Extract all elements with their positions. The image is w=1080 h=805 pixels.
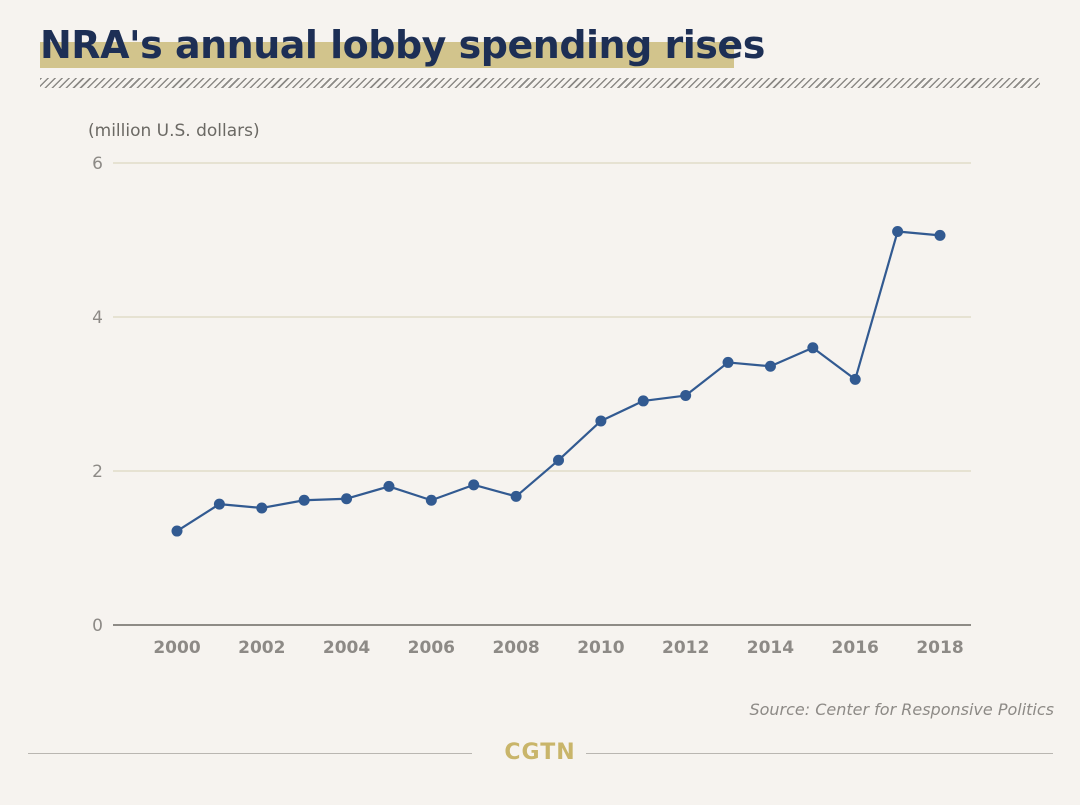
x-tick-label: 2008 xyxy=(492,638,539,658)
footer-line-left xyxy=(28,753,472,754)
data-point xyxy=(510,490,522,502)
source-note: Source: Center for Responsive Politics xyxy=(749,700,1054,719)
x-tick-label: 2016 xyxy=(832,638,879,658)
data-point xyxy=(383,480,395,492)
data-point xyxy=(171,525,183,537)
y-tick-label: 6 xyxy=(92,154,103,174)
footer-line-right xyxy=(586,753,1053,754)
data-point xyxy=(849,373,861,385)
y-axis-label: (million U.S. dollars) xyxy=(88,121,260,141)
x-tick-label: 2004 xyxy=(323,638,370,658)
data-point xyxy=(341,493,353,505)
y-tick-label: 0 xyxy=(92,616,103,636)
title-highlight xyxy=(40,42,734,68)
data-point xyxy=(256,502,268,514)
data-point xyxy=(637,395,649,407)
data-point xyxy=(298,494,310,506)
x-tick-label: 2018 xyxy=(916,638,963,658)
x-tick-label: 2006 xyxy=(408,638,455,658)
y-tick-label: 4 xyxy=(92,308,103,328)
y-tick-label: 2 xyxy=(92,462,103,482)
x-tick-label: 2000 xyxy=(153,638,200,658)
title-block: NRA's annual lobby spending rises xyxy=(40,20,765,70)
data-point xyxy=(934,229,946,241)
data-point xyxy=(468,479,480,491)
x-tick-label: 2010 xyxy=(577,638,624,658)
data-point xyxy=(213,498,225,510)
x-tick-label: 2012 xyxy=(662,638,709,658)
data-point xyxy=(425,494,437,506)
data-point xyxy=(722,356,734,368)
data-point xyxy=(680,390,692,402)
page-title: NRA's annual lobby spending rises xyxy=(40,23,765,67)
data-point xyxy=(764,360,776,372)
data-point xyxy=(553,454,564,466)
data-point xyxy=(892,226,904,238)
x-tick-label: 2002 xyxy=(238,638,285,658)
series-line xyxy=(176,230,941,532)
x-tick-label: 2014 xyxy=(747,638,794,658)
data-point xyxy=(807,342,819,354)
hatch-divider xyxy=(40,78,1040,88)
cgtn-logo: CGTN xyxy=(504,740,576,765)
data-point xyxy=(595,415,607,427)
